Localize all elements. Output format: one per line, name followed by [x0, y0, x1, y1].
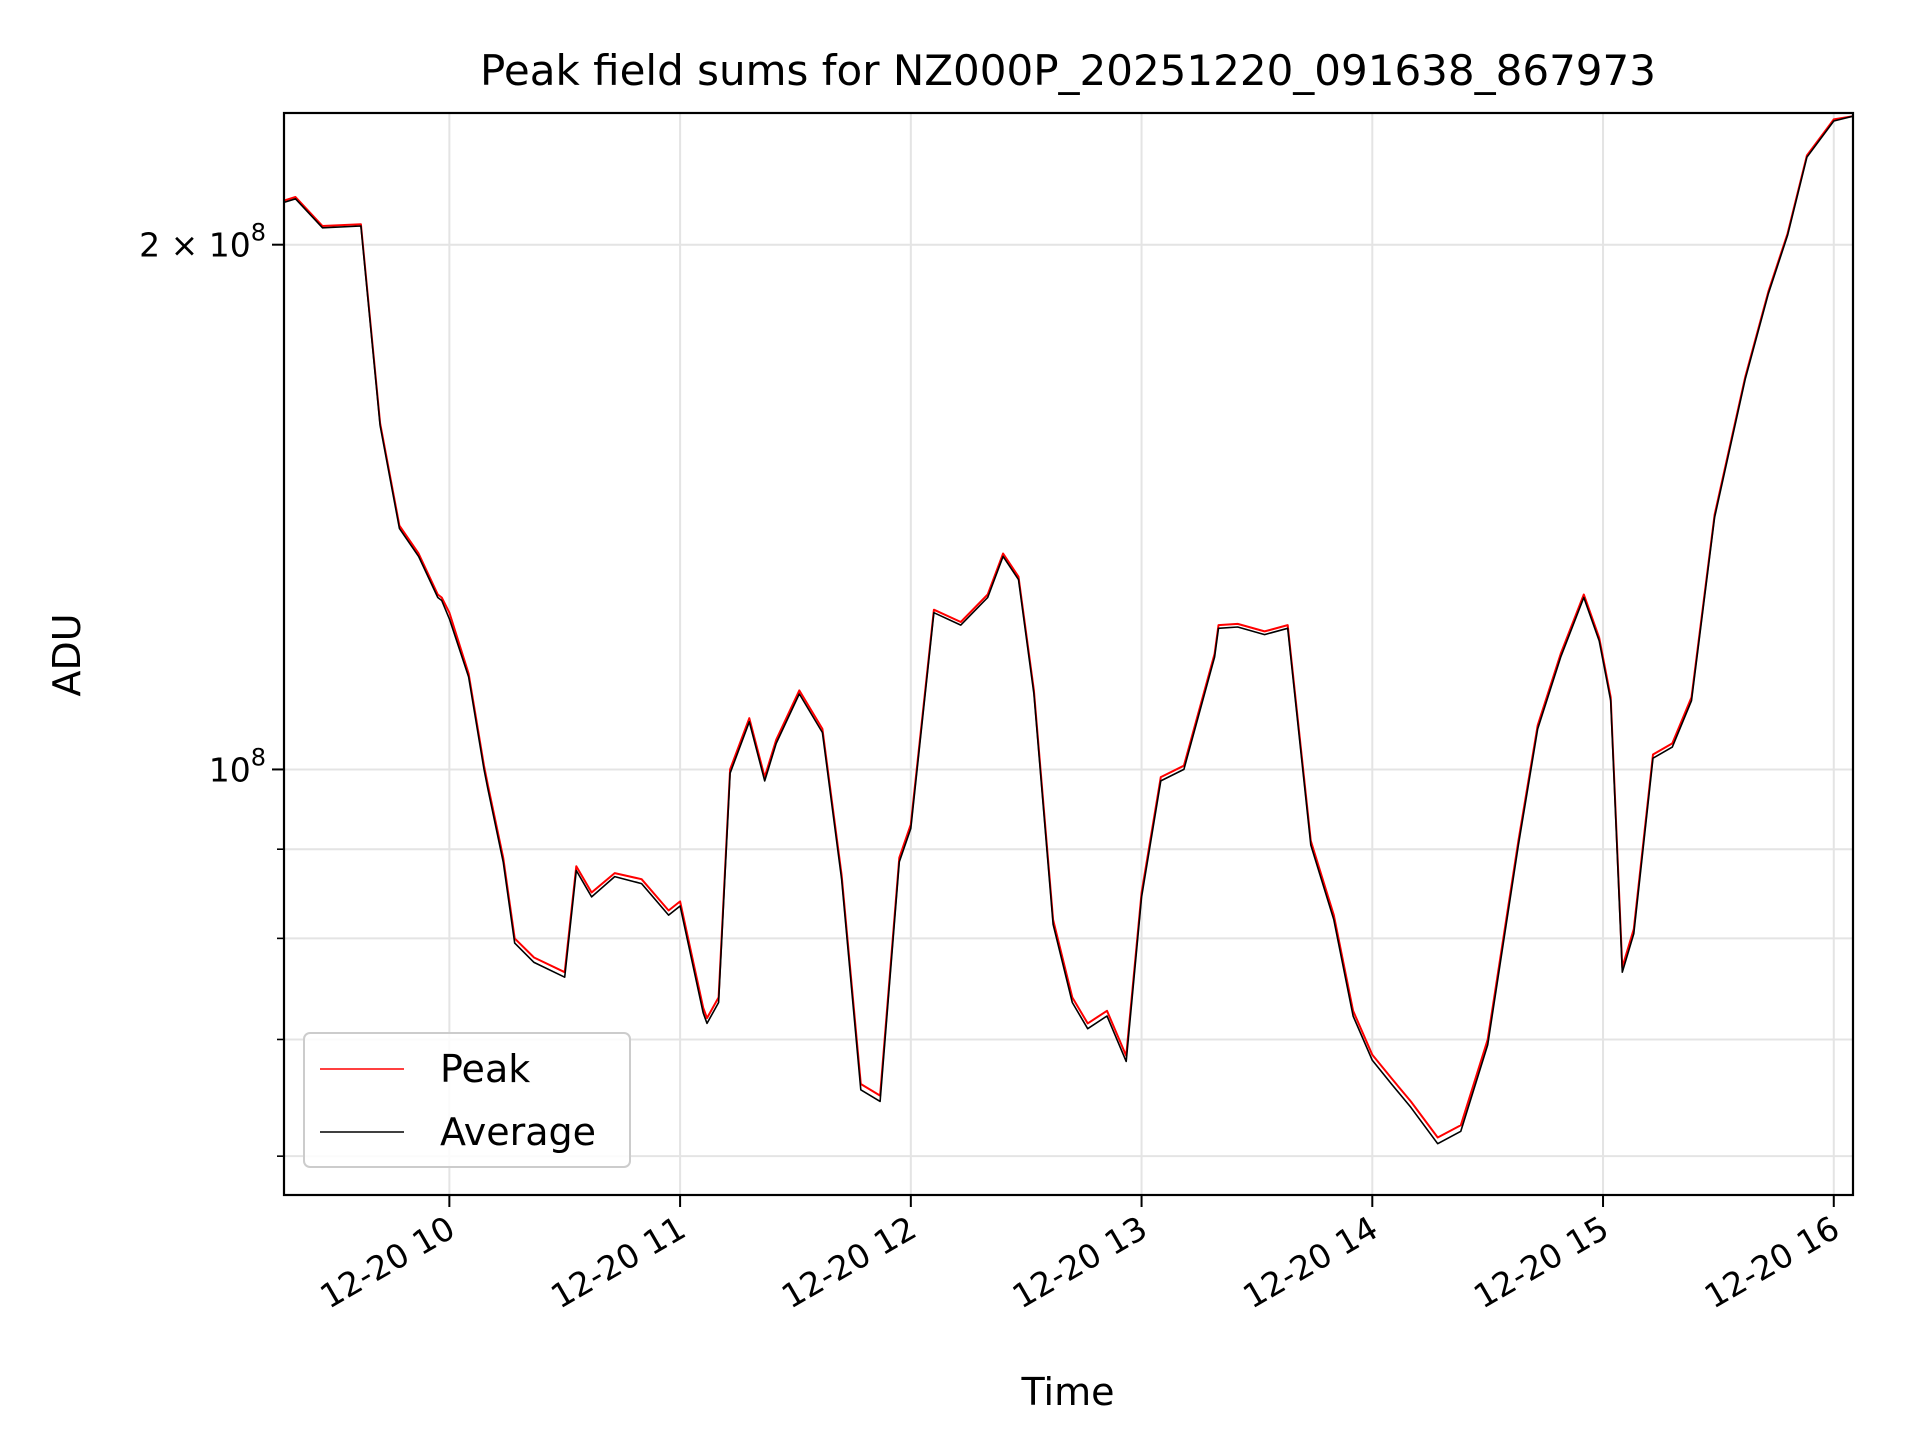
- y-tick-label: 2 × 108: [139, 219, 266, 265]
- y-tick-label: 108: [209, 743, 266, 789]
- y-tick-exponent: 8: [251, 743, 266, 771]
- chart-title: Peak field sums for NZ000P_20251220_0916…: [480, 46, 1656, 95]
- y-tick-base: 10: [209, 750, 251, 789]
- legend-label-peak: Peak: [440, 1047, 530, 1091]
- x-axis-label: Time: [1021, 1370, 1115, 1414]
- plot-frame: [282, 111, 1855, 1197]
- series-line-average: [283, 115, 1854, 1145]
- y-axis-label: ADU: [45, 613, 89, 696]
- legend-box: [303, 1032, 631, 1168]
- legend-label-average: Average: [440, 1110, 596, 1154]
- y-tick-base: 2 × 10: [139, 226, 251, 265]
- y-tick-exponent: 8: [251, 219, 266, 247]
- legend: Peak Average: [303, 1032, 631, 1168]
- series-layer: [283, 115, 1854, 1145]
